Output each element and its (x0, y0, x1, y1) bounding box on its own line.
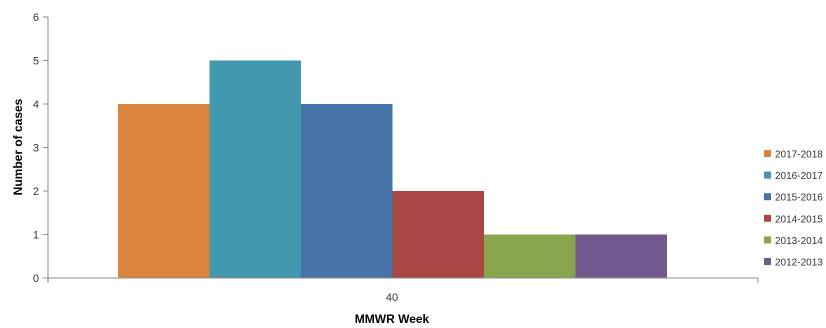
bar-2013-2014 (484, 234, 576, 278)
y-tick-label: 6 (33, 12, 39, 24)
y-tick-label: 3 (33, 143, 39, 155)
bar-2016-2017 (209, 60, 301, 278)
x-axis-ticks: 40 (47, 278, 759, 304)
y-axis-title: Number of cases (11, 98, 25, 195)
legend-swatch (764, 236, 771, 244)
bar-2015-2016 (301, 104, 393, 278)
bars (118, 60, 667, 278)
legend-label: 2017-2018 (775, 150, 823, 161)
y-tick-label: 4 (33, 99, 39, 111)
x-axis-title: MMWR Week (355, 312, 430, 326)
y-axis-ticks: 0 1 2 3 4 5 6 (33, 12, 48, 285)
legend-label: 2014-2015 (775, 214, 823, 225)
legend-swatch (764, 214, 771, 222)
y-tick-label: 1 (33, 230, 39, 242)
legend: 2017-2018 2016-2017 2015-2016 2014-2015 2013… (764, 150, 823, 269)
legend-label: 2015-2016 (775, 193, 823, 204)
x-tick-label: 40 (386, 292, 398, 304)
legend-swatch (764, 258, 771, 265)
legend-swatch (764, 193, 771, 201)
legend-label: 2012-2013 (775, 258, 823, 269)
y-tick-label: 2 (33, 186, 39, 198)
y-tick-label: 0 (33, 273, 39, 285)
legend-label: 2013-2014 (775, 236, 823, 247)
legend-swatch (764, 171, 771, 179)
legend-swatch (764, 150, 771, 157)
y-tick-label: 5 (33, 56, 39, 68)
bar-2014-2015 (392, 191, 484, 278)
legend-label: 2016-2017 (775, 171, 823, 182)
bar-2017-2018 (118, 104, 210, 278)
bar-2012-2013 (575, 234, 667, 278)
